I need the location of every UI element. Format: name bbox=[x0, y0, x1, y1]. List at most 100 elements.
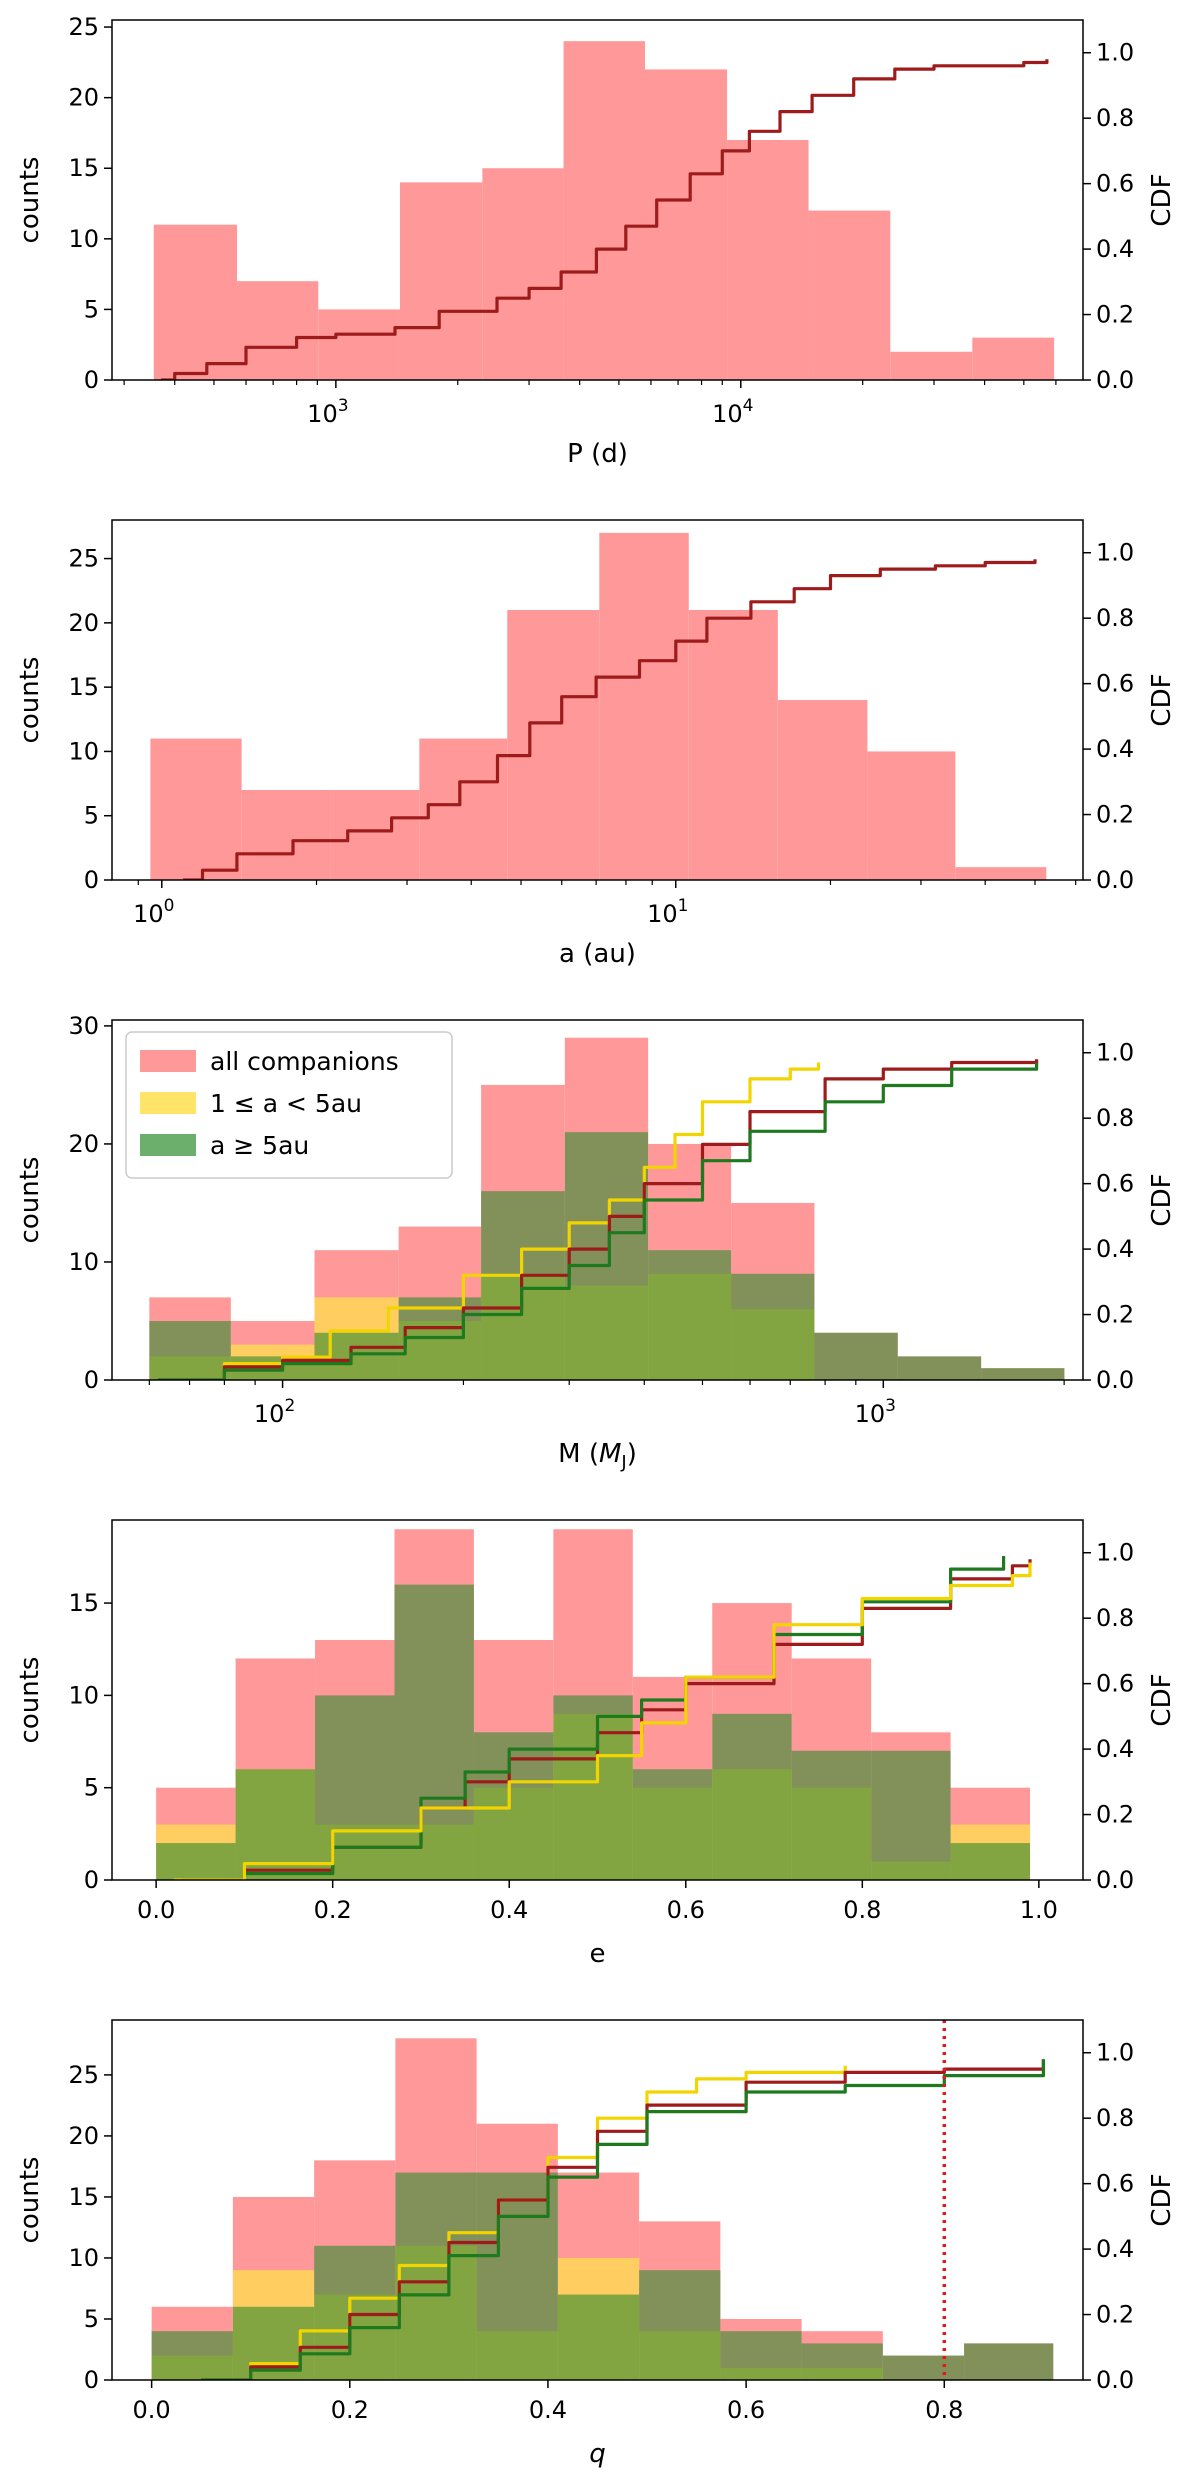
hist-bar-outer bbox=[315, 1695, 395, 1880]
hist-bar-all bbox=[777, 700, 868, 880]
plot-area bbox=[149, 1037, 1065, 1380]
hist-bar-outer bbox=[801, 2343, 883, 2380]
y-tick-label: 20 bbox=[68, 84, 99, 112]
hist-bar-all bbox=[599, 532, 689, 880]
hist-bar-all bbox=[399, 182, 483, 380]
axes-frame bbox=[111, 19, 1084, 381]
x-tick-label: 1.0 bbox=[1020, 1896, 1058, 1924]
x-tick-label: 100 bbox=[133, 896, 174, 928]
hist-bar-all bbox=[237, 281, 319, 380]
legend-label-inner: 1 ≤ a < 5au bbox=[210, 1089, 362, 1118]
y2-tick-label: 0.6 bbox=[1096, 670, 1134, 698]
y-axis-label: counts bbox=[15, 657, 45, 744]
chart-panel-mass: 0 10 20 30 0.0 0.2 0.4 0.6 0.8 1.0 102 103 counts CDF… bbox=[15, 1012, 1177, 1473]
y2-tick-label: 0.4 bbox=[1096, 735, 1134, 763]
y2-tick-label: 1.0 bbox=[1096, 1039, 1134, 1067]
y2-tick-label: 0.0 bbox=[1096, 866, 1134, 894]
x-tick-label: 103 bbox=[307, 396, 348, 428]
hist-bar-all bbox=[563, 41, 645, 380]
hist-bar-outer bbox=[149, 1320, 231, 1380]
y-tick-label: 20 bbox=[68, 2122, 99, 2150]
hist-bar-outer bbox=[964, 2343, 1054, 2380]
hist-bar-all bbox=[318, 309, 400, 380]
chart-panel-eccentricity: 0 5 10 15 0.0 0.2 0.4 0.6 0.8 1.0 0.0 0.2 0.4 0.6 0.8 1… bbox=[15, 1519, 1177, 1969]
hist-bar-all bbox=[808, 210, 891, 380]
hist-bar-outer bbox=[553, 1695, 633, 1880]
x-axis-label: M (MJ) bbox=[558, 1439, 637, 1473]
y-tick-label: 25 bbox=[68, 2061, 99, 2089]
x-axis-label: e bbox=[590, 1939, 606, 1969]
hist-bar-all bbox=[482, 168, 564, 380]
hist-bar-outer bbox=[981, 1368, 1065, 1380]
y-axis-label: counts bbox=[15, 1657, 45, 1744]
hist-bar-outer bbox=[394, 1584, 474, 1880]
hist-bar-outer bbox=[950, 1843, 1031, 1880]
hist-bar-outer bbox=[871, 1750, 951, 1880]
hist-bar-outer bbox=[648, 1250, 732, 1380]
y2-tick-label: 1.0 bbox=[1096, 2039, 1134, 2067]
x-tick-label: 102 bbox=[254, 1396, 295, 1428]
y2-axis-label: CDF bbox=[1147, 1173, 1177, 1226]
y2-tick-label: 1.0 bbox=[1096, 539, 1134, 567]
x-tick-label: 0.4 bbox=[529, 2396, 567, 2424]
legend-swatch-outer bbox=[140, 1134, 196, 1156]
y-tick-label: 25 bbox=[68, 13, 99, 41]
hist-bar-outer bbox=[814, 1332, 898, 1380]
hist-bar-outer bbox=[395, 2172, 477, 2380]
y2-tick-label: 0.2 bbox=[1096, 801, 1134, 829]
plot-area bbox=[150, 532, 1047, 880]
hist-bar-all bbox=[972, 337, 1055, 380]
y-tick-label: 0 bbox=[84, 2366, 99, 2394]
hist-bar-outer bbox=[476, 2172, 558, 2380]
y2-tick-label: 0.6 bbox=[1096, 2170, 1134, 2198]
hist-bar-all bbox=[507, 610, 600, 880]
hist-bar-all bbox=[150, 738, 242, 880]
y2-tick-label: 0.8 bbox=[1096, 1604, 1134, 1632]
x-tick-label: 0.0 bbox=[137, 1896, 175, 1924]
y2-tick-label: 0.2 bbox=[1096, 1301, 1134, 1329]
y-tick-label: 0 bbox=[84, 866, 99, 894]
y-tick-label: 5 bbox=[84, 1774, 99, 1802]
y2-tick-label: 0.2 bbox=[1096, 301, 1134, 329]
y-tick-label: 30 bbox=[68, 1012, 99, 1040]
y-tick-label: 10 bbox=[68, 737, 99, 765]
y2-tick-label: 0.8 bbox=[1096, 1104, 1134, 1132]
y2-tick-label: 0.8 bbox=[1096, 604, 1134, 632]
hist-bar-outer bbox=[156, 1843, 236, 1880]
legend-swatch-all bbox=[140, 1050, 196, 1072]
y2-tick-label: 1.0 bbox=[1096, 1539, 1134, 1567]
x-tick-label: 0.6 bbox=[667, 1896, 705, 1924]
hist-bar-outer bbox=[720, 2331, 802, 2380]
x-tick-label: 0.6 bbox=[727, 2396, 765, 2424]
y-tick-label: 10 bbox=[68, 225, 99, 253]
legend-label-all: all companions bbox=[210, 1047, 399, 1076]
y-tick-label: 15 bbox=[68, 673, 99, 701]
chart-panel-period: 0 5 10 15 20 25 0.0 0.2 0.4 0.6 0.8 1.0 103 104 counts… bbox=[15, 13, 1177, 469]
y2-tick-label: 0.0 bbox=[1096, 1366, 1134, 1394]
plot-area bbox=[153, 41, 1055, 380]
y-tick-label: 10 bbox=[68, 1681, 99, 1709]
y2-axis-label: CDF bbox=[1147, 173, 1177, 226]
y-tick-label: 25 bbox=[68, 545, 99, 573]
y2-tick-label: 0.2 bbox=[1096, 1801, 1134, 1829]
cdf-line-outer bbox=[157, 1062, 1039, 1380]
hist-bar-outer bbox=[639, 2270, 721, 2380]
y-axis-label: counts bbox=[15, 2157, 45, 2244]
x-tick-label: 103 bbox=[855, 1396, 896, 1428]
hist-bar-outer bbox=[473, 1732, 554, 1880]
y-tick-label: 5 bbox=[84, 802, 99, 830]
x-tick-label: 0.8 bbox=[843, 1896, 881, 1924]
legend: all companions 1 ≤ a < 5au a ≥ 5au bbox=[125, 1031, 453, 1179]
y2-tick-label: 0.6 bbox=[1096, 1170, 1134, 1198]
chart-panel-massratio: 0 5 10 15 20 25 0.0 0.2 0.4 0.6 0.8 1.0 0.0 0.2 0.4 0.6… bbox=[15, 2019, 1177, 2469]
hist-bar-all bbox=[330, 790, 420, 880]
hist-bar-outer bbox=[712, 1713, 792, 1880]
axes-frame bbox=[111, 1019, 1084, 1381]
cdf-line-inner bbox=[157, 1062, 821, 1380]
hist-bar-outer bbox=[564, 1132, 649, 1380]
hist-bar-outer bbox=[557, 2294, 640, 2380]
hist-bar-all bbox=[890, 351, 973, 380]
y-axis-label: counts bbox=[15, 1157, 45, 1244]
x-axis-label: a (au) bbox=[559, 939, 636, 969]
x-tick-label: 0.2 bbox=[331, 2396, 369, 2424]
